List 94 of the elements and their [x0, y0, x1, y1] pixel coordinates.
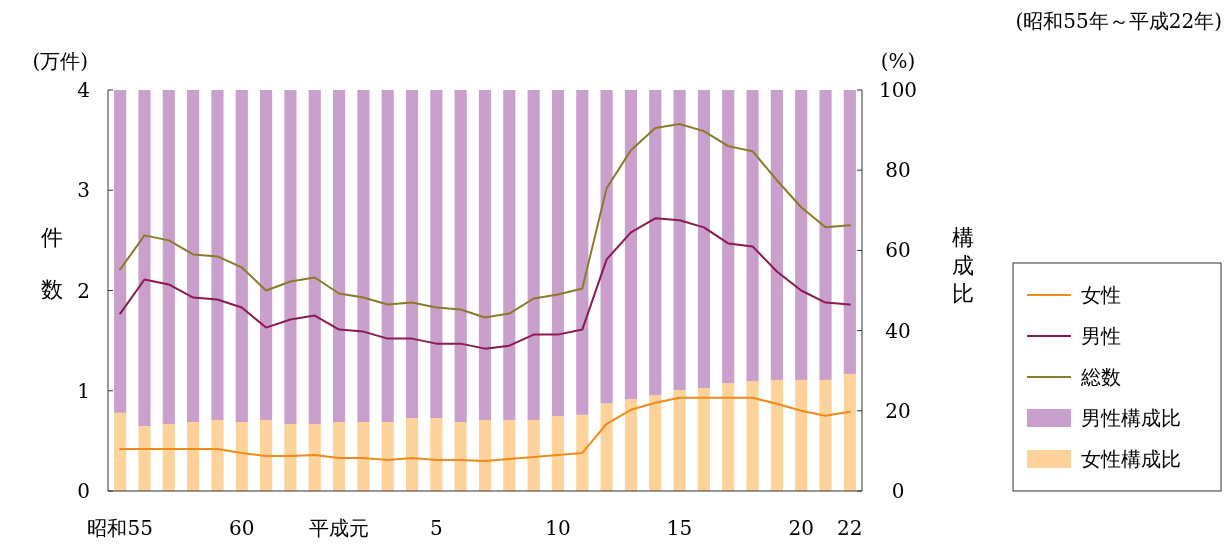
text: (昭和55年～平成22年) — [1015, 9, 1222, 33]
bar — [162, 424, 175, 491]
bar — [454, 422, 467, 491]
bar — [746, 381, 759, 491]
x-tick-label: 60 — [229, 516, 255, 540]
bar — [697, 387, 710, 491]
bar — [503, 420, 516, 491]
bar — [770, 90, 783, 380]
bar — [819, 379, 832, 491]
bar — [211, 90, 224, 421]
bar — [576, 90, 589, 415]
y-tick-label: 3 — [77, 178, 90, 203]
bar — [843, 90, 856, 374]
y2-tick-label: 100 — [878, 78, 918, 102]
bar — [430, 418, 443, 491]
legend-label: 総数 — [1080, 365, 1121, 389]
y2-tick-label: 60 — [885, 238, 911, 263]
x-tick-label: 5 — [429, 516, 443, 540]
y2-tick-label: 0 — [891, 479, 905, 503]
bar — [795, 379, 808, 491]
bar — [600, 90, 613, 404]
bar — [649, 395, 662, 491]
bar — [187, 422, 200, 491]
bar — [162, 90, 175, 425]
bar — [308, 424, 321, 491]
y2-tick-label: 40 — [885, 318, 911, 343]
y2-tick-label: 80 — [885, 158, 911, 183]
legend-label: 女性 — [1081, 283, 1121, 307]
bar — [284, 90, 297, 425]
bar — [235, 90, 248, 423]
x-tick-label: 20 — [788, 516, 814, 540]
bar — [138, 90, 151, 427]
bar — [114, 412, 127, 491]
bar — [284, 424, 297, 491]
bar — [673, 90, 686, 390]
y-tick-label: 1 — [77, 378, 90, 403]
line-series — [119, 396, 851, 462]
bar — [405, 90, 419, 419]
y-tick-label: 4 — [77, 78, 90, 102]
text: (%) — [880, 49, 916, 73]
bar — [795, 90, 808, 380]
legend-label: 女性構成比 — [1081, 447, 1181, 471]
bar — [430, 90, 443, 419]
x-tick-label: 15 — [666, 516, 693, 540]
bar — [405, 418, 419, 491]
bar — [260, 420, 273, 491]
y-tick-label: 2 — [77, 278, 90, 303]
bar — [308, 90, 321, 425]
bar — [454, 90, 467, 423]
line-series — [119, 217, 851, 350]
bar — [235, 422, 248, 491]
bar — [381, 422, 394, 491]
bar — [722, 90, 735, 384]
bar — [211, 420, 224, 491]
bar — [114, 90, 127, 413]
bar — [843, 373, 856, 491]
y2-tick-label: 20 — [885, 398, 911, 423]
bar — [600, 403, 613, 491]
legend-label: 男性構成比 — [1081, 406, 1181, 430]
bar — [187, 90, 200, 423]
x-tick-label: 10 — [545, 516, 571, 540]
bar — [478, 420, 492, 491]
bar — [381, 90, 394, 423]
bar — [624, 399, 638, 491]
bar — [332, 422, 346, 491]
bar — [746, 90, 759, 382]
bar — [357, 90, 370, 423]
bar — [357, 422, 370, 491]
y-tick-label: 0 — [77, 479, 90, 503]
legend-label: 男性 — [1081, 324, 1121, 348]
bar — [697, 90, 710, 388]
bar — [332, 90, 346, 423]
bar — [649, 90, 662, 396]
x-tick-label: 22 — [837, 516, 863, 540]
x-tick-label: 昭和55 — [87, 516, 153, 540]
bar — [503, 90, 516, 421]
bar — [624, 90, 638, 400]
bar — [260, 90, 273, 421]
bar — [673, 389, 686, 491]
bar — [478, 90, 492, 421]
line-series — [119, 123, 851, 319]
text: 件数 — [41, 225, 63, 302]
bar — [551, 90, 565, 417]
text: (万件) — [32, 49, 88, 73]
bar — [138, 426, 151, 491]
bar — [551, 416, 565, 491]
bar — [527, 90, 540, 421]
bar — [576, 414, 589, 491]
y2-axis-title: 構成比 — [952, 225, 974, 306]
bar — [770, 379, 783, 491]
x-tick-label: 平成元 — [309, 516, 370, 540]
bar — [527, 420, 540, 491]
bar — [819, 90, 832, 380]
bar — [722, 383, 735, 491]
